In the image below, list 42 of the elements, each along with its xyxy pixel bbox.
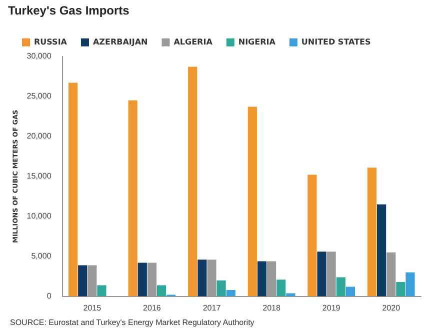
bar — [248, 106, 257, 296]
bar — [336, 277, 346, 296]
legend-label: ALGERIA — [174, 37, 214, 46]
bar — [257, 261, 267, 296]
bar — [376, 204, 386, 296]
y-tick-label: 0 — [46, 292, 52, 301]
bar — [317, 252, 326, 296]
y-tick-label: 5,000 — [31, 252, 52, 261]
chart-title: Turkey's Gas Imports — [8, 4, 130, 18]
bar — [68, 82, 78, 296]
bar — [128, 100, 138, 296]
bar — [226, 290, 236, 296]
x-tick-label: 2016 — [143, 303, 162, 312]
legend-label: AZERBAIJAN — [92, 37, 148, 46]
x-tick-label: 2019 — [322, 303, 341, 312]
legend-label: UNITED STATES — [301, 37, 372, 46]
bar — [97, 285, 106, 296]
bar — [138, 262, 147, 296]
x-tick-label: 2017 — [202, 303, 222, 312]
bar — [198, 260, 207, 296]
bar — [396, 282, 406, 296]
y-tick-label: 15,000 — [26, 172, 52, 181]
bar — [188, 66, 198, 296]
y-tick-label: 20,000 — [26, 132, 52, 141]
y-tick-label: 30,000 — [26, 52, 52, 61]
bar — [216, 280, 226, 296]
bar — [346, 286, 355, 296]
x-tick-label: 2018 — [262, 303, 281, 312]
legend-label: RUSSIA — [34, 37, 68, 46]
y-tick-label: 25,000 — [26, 92, 52, 101]
bar — [308, 174, 317, 296]
y-tick-label: 10,000 — [26, 212, 52, 221]
bar — [367, 168, 377, 296]
bar — [276, 280, 286, 296]
x-tick-label: 2020 — [382, 303, 401, 312]
x-tick-label: 2015 — [83, 303, 102, 312]
bar — [286, 293, 296, 296]
bar — [406, 272, 415, 296]
bar — [156, 285, 166, 296]
bar — [78, 265, 88, 296]
source-note: SOURCE: Eurostat and Turkey's Energy Market Regulatory Authority — [10, 318, 256, 327]
legend-label: NIGERIA — [238, 37, 276, 46]
